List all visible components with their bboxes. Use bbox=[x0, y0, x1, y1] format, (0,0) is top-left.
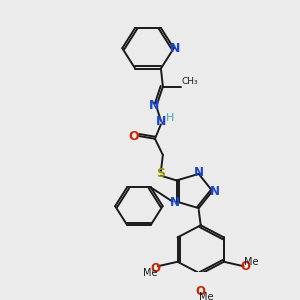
Text: N: N bbox=[194, 167, 204, 179]
Text: N: N bbox=[169, 196, 180, 209]
Text: Me: Me bbox=[142, 268, 157, 278]
Text: O: O bbox=[151, 262, 161, 275]
Text: Me: Me bbox=[200, 292, 214, 300]
Text: N: N bbox=[209, 184, 219, 197]
Text: N: N bbox=[156, 115, 166, 128]
Text: Me: Me bbox=[244, 257, 259, 267]
Text: N: N bbox=[169, 42, 180, 55]
Text: S: S bbox=[156, 167, 165, 179]
Text: O: O bbox=[196, 285, 206, 298]
Text: N: N bbox=[149, 99, 159, 112]
Text: H: H bbox=[166, 113, 174, 123]
Text: CH₃: CH₃ bbox=[182, 76, 198, 85]
Text: O: O bbox=[241, 260, 251, 273]
Text: O: O bbox=[129, 130, 140, 142]
